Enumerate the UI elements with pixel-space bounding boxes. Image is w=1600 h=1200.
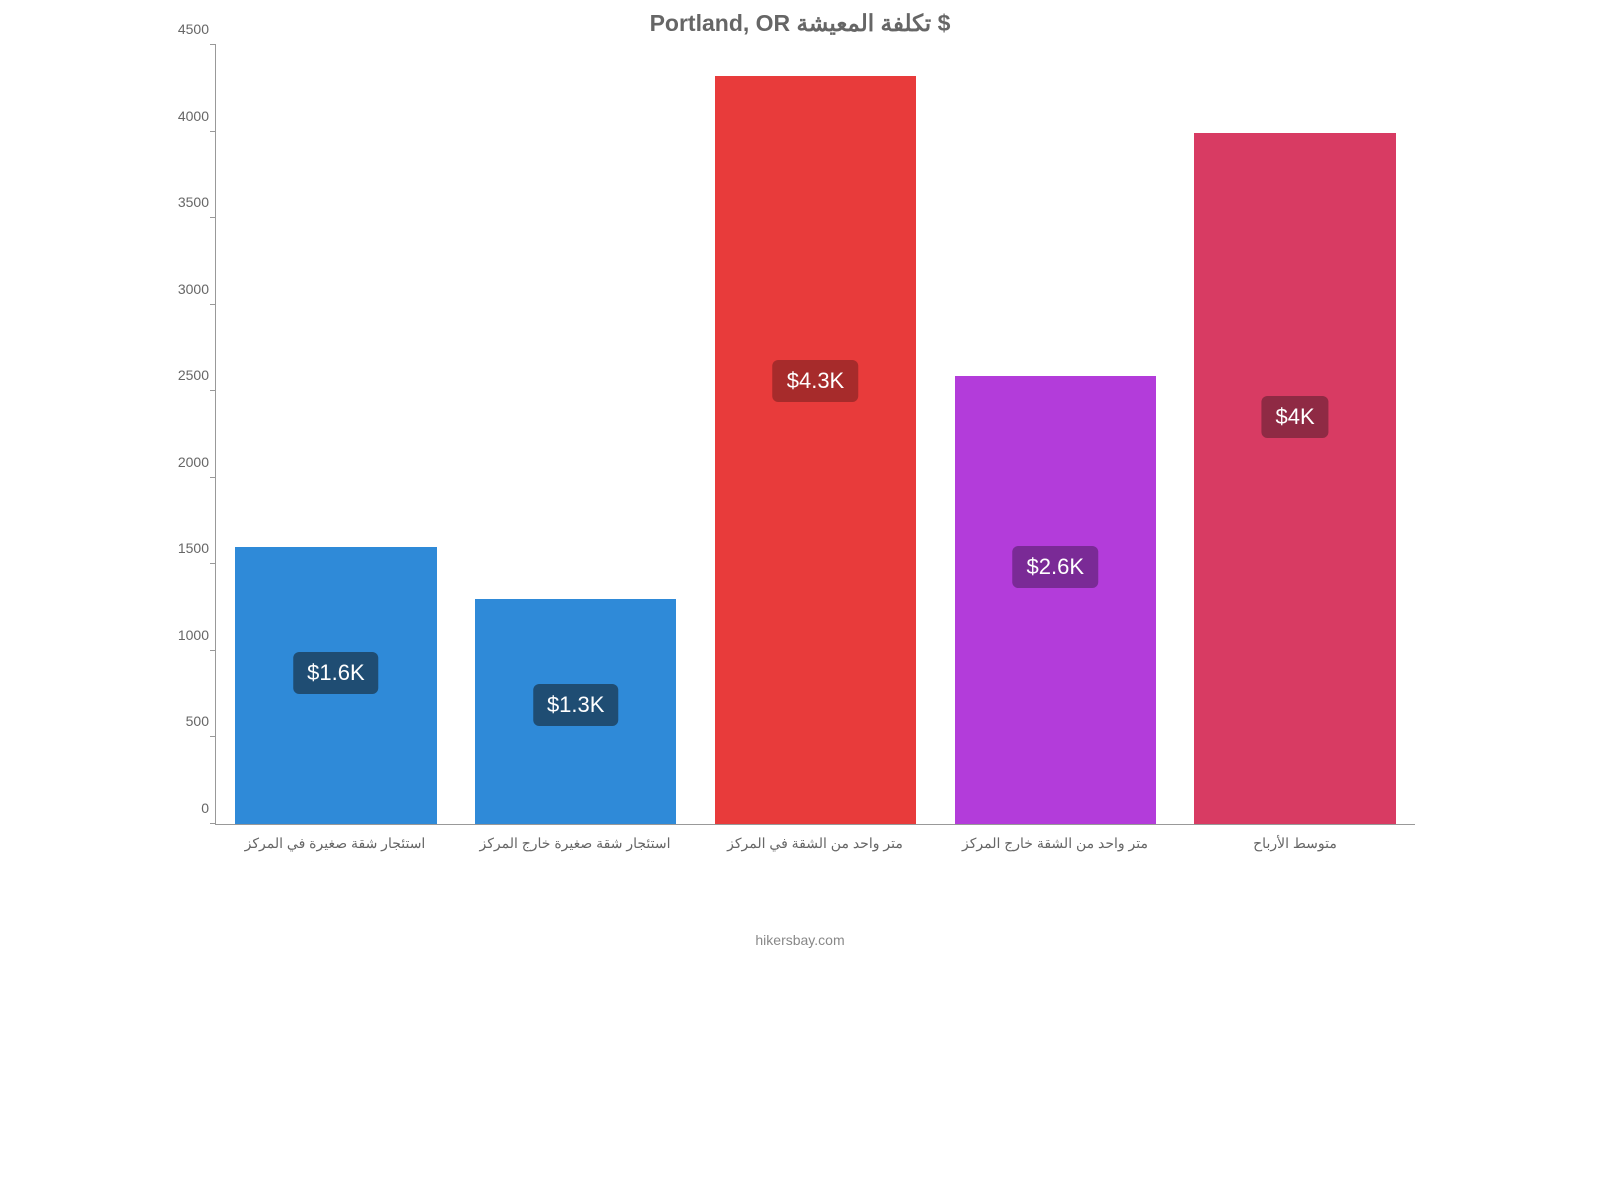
bar: $1.6K [235,547,436,824]
bar-value-label: $1.6K [293,652,379,694]
bar: $4.3K [715,76,916,824]
x-axis-label: متوسط الأرباح [1175,825,1415,852]
y-tick-label: 3000 [161,281,209,297]
y-tick-label: 4000 [161,108,209,124]
y-tick-label: 0 [161,800,209,816]
y-tick-label: 1000 [161,627,209,643]
bar: $4K [1194,133,1395,824]
bar-slot: $1.6K [216,45,456,824]
y-tick-mark [210,563,216,564]
chart-container: Portland, OR تكلفة المعيشة $ $1.6K$1.3K$… [160,0,1440,960]
bar: $1.3K [475,599,676,824]
bar-value-label: $1.3K [533,684,619,726]
y-tick-mark [210,823,216,824]
y-tick-mark [210,44,216,45]
x-axis: استئجار شقة صغيرة في المركزاستئجار شقة ص… [215,825,1415,852]
y-tick-label: 1500 [161,540,209,556]
bar: $2.6K [955,376,1156,824]
y-tick-label: 2000 [161,454,209,470]
y-tick-mark [210,650,216,651]
x-axis-label: استئجار شقة صغيرة في المركز [215,825,455,852]
plot-area: $1.6K$1.3K$4.3K$2.6K$4K 0500100015002000… [215,45,1415,825]
bar-slot: $4.3K [696,45,936,824]
bar-slot: $2.6K [935,45,1175,824]
x-axis-label: متر واحد من الشقة في المركز [695,825,935,852]
y-tick-mark [210,390,216,391]
y-tick-label: 2500 [161,367,209,383]
chart-title: Portland, OR تكلفة المعيشة $ [160,10,1440,37]
y-tick-mark [210,217,216,218]
bar-value-label: $2.6K [1013,546,1099,588]
y-tick-mark [210,304,216,305]
y-tick-mark [210,477,216,478]
bar-value-label: $4.3K [773,360,859,402]
bars-group: $1.6K $1.3K $4.3K $2.6K $4K [216,45,1415,824]
credit-text: hikersbay.com [160,932,1440,948]
bar-slot: $1.3K [456,45,696,824]
y-tick-mark [210,736,216,737]
y-tick-label: 500 [161,713,209,729]
y-tick-mark [210,131,216,132]
x-axis-label: استئجار شقة صغيرة خارج المركز [455,825,695,852]
y-tick-label: 4500 [161,21,209,37]
bar-slot: $4K [1175,45,1415,824]
bar-value-label: $4K [1262,396,1329,438]
y-tick-label: 3500 [161,194,209,210]
x-axis-label: متر واحد من الشقة خارج المركز [935,825,1175,852]
